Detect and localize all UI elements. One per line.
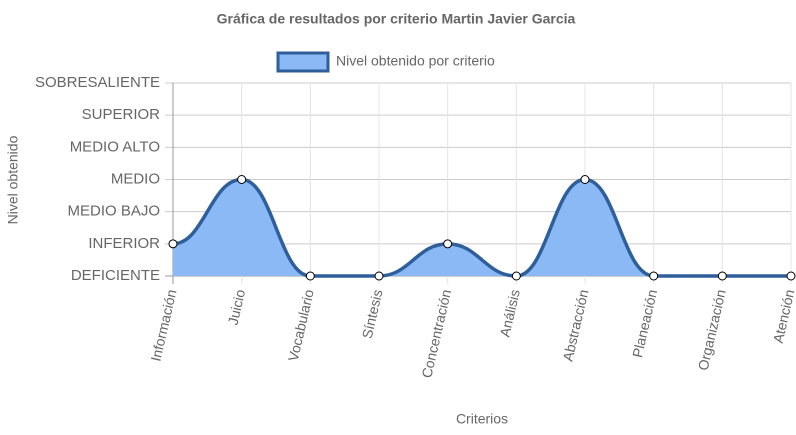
chart-title: Gráfica de resultados por criterio Marti… (217, 11, 576, 27)
y-tick-label: SUPERIOR (82, 106, 161, 123)
y-tick-label: DEFICIENTE (71, 267, 160, 284)
x-tick-label: Información (147, 288, 179, 363)
x-axis-title: Criterios (456, 411, 508, 427)
point (374, 271, 384, 281)
y-tick-label: MEDIO (111, 170, 160, 187)
x-tick-label: Síntesis (359, 288, 386, 340)
legend-swatch (276, 51, 330, 73)
point (717, 271, 727, 281)
y-tick-label: INFERIOR (88, 235, 160, 252)
y-tick-label: SOBRESALIENTE (35, 74, 160, 91)
x-tick-label: Abstracción (559, 288, 591, 363)
x-tick-label: Organización (695, 288, 729, 372)
point (580, 175, 590, 184)
x-tick-label: Planeación (629, 288, 660, 359)
x-tick-label: Vocabulario (285, 288, 317, 363)
line (172, 177, 791, 278)
point (443, 239, 453, 249)
point (305, 271, 315, 281)
x-tick-label: Juicio (225, 288, 249, 327)
x-tick-label: Concentración (418, 288, 454, 380)
point (168, 239, 178, 249)
point (786, 271, 796, 281)
x-tick-label: Atención (770, 288, 796, 345)
x-tick-label: Análisis (496, 288, 522, 339)
point (511, 271, 521, 281)
y-tick-label: MEDIO BAJO (67, 203, 160, 220)
y-axis-title: Nivel obtenido (5, 135, 21, 224)
area (173, 179, 791, 276)
point (649, 271, 659, 281)
y-tick-label: MEDIO ALTO (70, 138, 160, 155)
legend-label: Nivel obtenido por criterio (336, 53, 495, 69)
point (237, 175, 247, 184)
